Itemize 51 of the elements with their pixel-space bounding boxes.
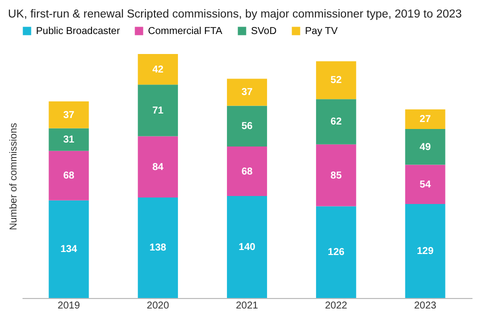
data-label: 68 bbox=[63, 170, 75, 182]
data-label: 134 bbox=[60, 244, 78, 256]
data-label: 54 bbox=[420, 179, 432, 190]
x-tick-label: 2021 bbox=[236, 300, 259, 312]
legend-label: Public Broadcaster bbox=[36, 26, 121, 37]
legend-label: Commercial FTA bbox=[148, 26, 223, 37]
bar bbox=[48, 128, 89, 151]
data-label: 37 bbox=[241, 87, 253, 98]
bar bbox=[138, 54, 178, 85]
x-tick-label: 2020 bbox=[146, 300, 170, 312]
data-label: 85 bbox=[330, 170, 342, 182]
data-label: 71 bbox=[152, 105, 164, 116]
bar bbox=[138, 84, 178, 136]
bar bbox=[138, 136, 178, 198]
x-tick-label: 2022 bbox=[324, 300, 348, 312]
data-label: 68 bbox=[241, 166, 253, 178]
bar bbox=[138, 197, 178, 298]
bar bbox=[48, 150, 89, 200]
data-label: 138 bbox=[150, 242, 167, 254]
bar bbox=[316, 61, 356, 100]
data-label: 140 bbox=[238, 242, 256, 254]
bar bbox=[226, 146, 268, 196]
x-tick-label: 2019 bbox=[58, 300, 80, 312]
bar bbox=[48, 200, 89, 298]
bar bbox=[405, 129, 446, 165]
data-label: 126 bbox=[328, 247, 345, 258]
chart-title: UK, first-run & renewal Scripted commissions, by major commissioner type, 2019 to 2023 bbox=[8, 8, 462, 20]
bar bbox=[316, 99, 356, 144]
bar bbox=[226, 78, 268, 106]
x-tick-label: 2023 bbox=[414, 300, 437, 312]
data-label: 49 bbox=[420, 142, 432, 153]
bar bbox=[48, 101, 89, 128]
data-label: 31 bbox=[63, 134, 75, 146]
data-label: 84 bbox=[152, 162, 164, 173]
data-label: 27 bbox=[420, 114, 432, 126]
data-label: 52 bbox=[330, 75, 342, 86]
bar bbox=[405, 164, 446, 204]
legend-label: SVoD bbox=[251, 26, 277, 37]
bar bbox=[405, 204, 446, 298]
data-label: 62 bbox=[330, 116, 342, 128]
bar bbox=[405, 109, 446, 130]
data-label: 129 bbox=[416, 246, 434, 258]
bar bbox=[226, 196, 268, 298]
data-label: 56 bbox=[241, 121, 253, 132]
bar bbox=[226, 106, 268, 146]
data-label: 42 bbox=[152, 64, 164, 76]
data-label: 37 bbox=[63, 110, 75, 121]
legend-label: Pay TV bbox=[305, 26, 338, 37]
y-axis-title: Number of commissions bbox=[8, 122, 20, 230]
bar bbox=[316, 144, 356, 206]
bar bbox=[316, 206, 356, 298]
